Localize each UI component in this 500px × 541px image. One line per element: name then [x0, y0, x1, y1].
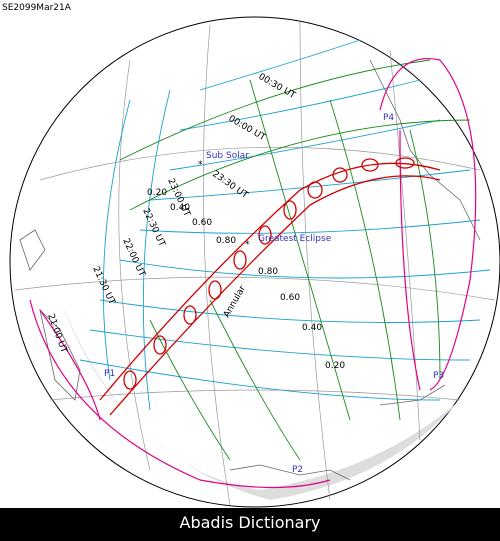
coastlines	[19, 59, 481, 481]
contact-point: P2	[292, 465, 303, 475]
greatest-eclipse-marker: *	[245, 240, 250, 250]
magnitude-label: 0.80	[258, 267, 278, 277]
contact-point: P3	[433, 371, 444, 381]
contact-point: P1	[104, 369, 115, 379]
map-id: SE2099Mar21A	[2, 3, 72, 13]
magnitude-label: 0.60	[280, 293, 300, 303]
magnitude-lines	[119, 59, 471, 461]
footer-text: Abadis Dictionary	[180, 513, 321, 532]
sub-solar-marker: *	[198, 160, 203, 170]
annular-path	[99, 157, 441, 416]
magnitude-label: 0.20	[147, 188, 167, 198]
magnitude-label: 0.80	[216, 236, 236, 246]
globe	[9, 16, 500, 508]
magnitude-label: 0.20	[325, 361, 345, 371]
magnitude-label: 0.60	[192, 218, 212, 228]
time-lines	[79, 39, 491, 411]
magnitude-label: 0.40	[170, 203, 190, 213]
graticule	[14, 21, 496, 506]
greatest-eclipse-label: Greatest Eclipse	[258, 234, 332, 244]
footer-bar	[0, 508, 500, 541]
penumbra-limits	[29, 58, 477, 489]
magnitude-label: 0.40	[302, 323, 322, 333]
contact-point: P4	[383, 113, 394, 123]
sub-solar-label: Sub Solar	[206, 151, 249, 161]
